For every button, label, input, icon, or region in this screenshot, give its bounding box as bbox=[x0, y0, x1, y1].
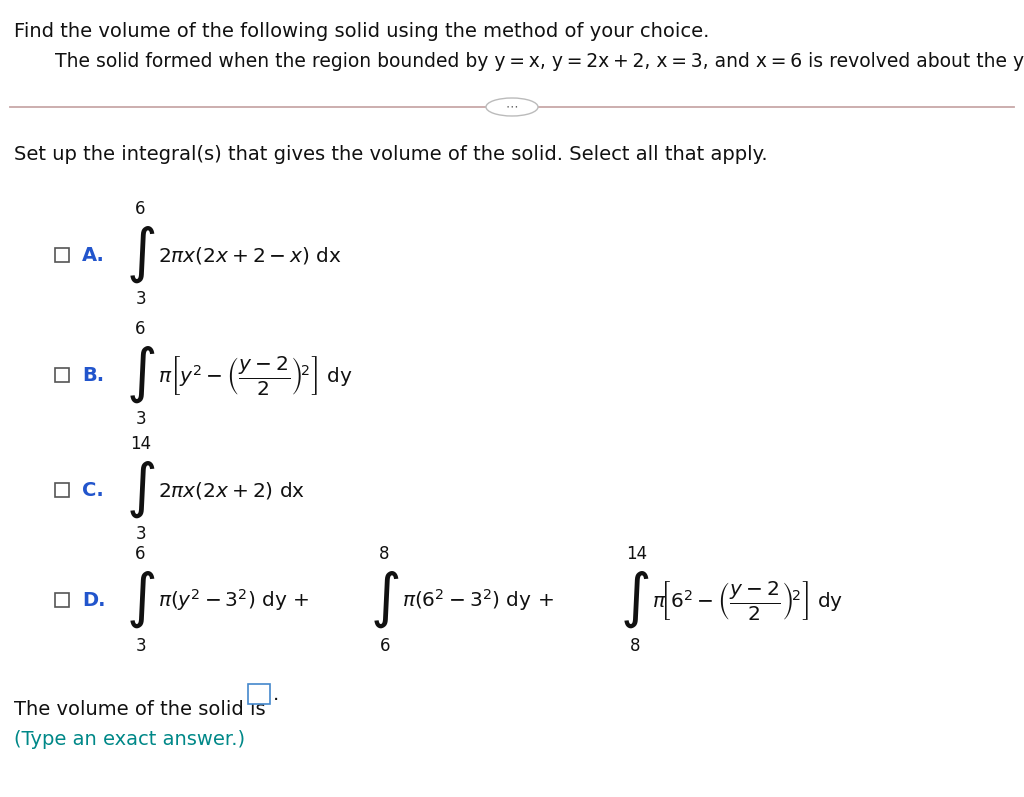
Text: $\pi(y^2-3^2)$ dy +: $\pi(y^2-3^2)$ dy + bbox=[158, 587, 309, 613]
Text: (Type an exact answer.): (Type an exact answer.) bbox=[14, 730, 245, 749]
Ellipse shape bbox=[486, 98, 538, 116]
Text: $\int$: $\int$ bbox=[126, 570, 156, 630]
Text: 6: 6 bbox=[135, 200, 145, 218]
Text: $\int$: $\int$ bbox=[370, 570, 399, 630]
Text: $2\pi x(2x+2)$ dx: $2\pi x(2x+2)$ dx bbox=[158, 480, 305, 501]
Text: $\int$: $\int$ bbox=[126, 460, 156, 520]
Text: 3: 3 bbox=[136, 637, 146, 655]
Text: $\pi(6^2-3^2)$ dy +: $\pi(6^2-3^2)$ dy + bbox=[402, 587, 554, 613]
Bar bbox=[55, 368, 69, 382]
Text: A.: A. bbox=[82, 245, 104, 265]
Bar bbox=[248, 684, 270, 704]
Text: 8: 8 bbox=[630, 637, 640, 655]
Text: $\int$: $\int$ bbox=[126, 344, 156, 406]
Text: B.: B. bbox=[82, 366, 104, 384]
Text: .: . bbox=[273, 685, 280, 704]
Bar bbox=[55, 248, 69, 262]
Bar bbox=[55, 593, 69, 607]
Text: $\int$: $\int$ bbox=[620, 570, 649, 630]
Bar bbox=[55, 483, 69, 497]
Text: ⋯: ⋯ bbox=[506, 100, 518, 113]
Text: 6: 6 bbox=[380, 637, 390, 655]
Text: 3: 3 bbox=[136, 290, 146, 308]
Text: 8: 8 bbox=[379, 545, 389, 563]
Text: The solid formed when the region bounded by y = x, y = 2x + 2, x = 3, and x = 6 : The solid formed when the region bounded… bbox=[55, 52, 1024, 71]
Text: 14: 14 bbox=[130, 435, 152, 453]
Text: 3: 3 bbox=[136, 410, 146, 428]
Text: The volume of the solid is: The volume of the solid is bbox=[14, 700, 272, 719]
Text: D.: D. bbox=[82, 591, 105, 610]
Text: 3: 3 bbox=[136, 525, 146, 543]
Text: 6: 6 bbox=[135, 320, 145, 338]
Text: Find the volume of the following solid using the method of your choice.: Find the volume of the following solid u… bbox=[14, 22, 710, 41]
Text: 6: 6 bbox=[135, 545, 145, 563]
Text: 14: 14 bbox=[626, 545, 647, 563]
Text: Set up the integral(s) that gives the volume of the solid. Select all that apply: Set up the integral(s) that gives the vo… bbox=[14, 145, 768, 164]
Text: C.: C. bbox=[82, 481, 103, 500]
Text: $\pi\!\left[6^2 - \left(\dfrac{y-2}{2}\right)^{\!2}\right]$ dy: $\pi\!\left[6^2 - \left(\dfrac{y-2}{2}\r… bbox=[652, 579, 844, 622]
Text: $2\pi x(2x+2-x)$ dx: $2\pi x(2x+2-x)$ dx bbox=[158, 245, 342, 265]
Text: $\int$: $\int$ bbox=[126, 225, 156, 285]
Text: $\pi\left[y^2 - \left(\dfrac{y-2}{2}\right)^{\!2}\right]$ dy: $\pi\left[y^2 - \left(\dfrac{y-2}{2}\rig… bbox=[158, 354, 352, 396]
